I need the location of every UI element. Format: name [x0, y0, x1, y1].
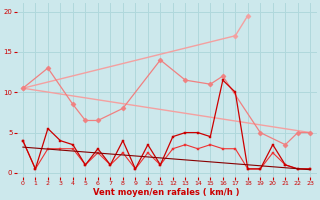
X-axis label: Vent moyen/en rafales ( km/h ): Vent moyen/en rafales ( km/h )	[93, 188, 240, 197]
